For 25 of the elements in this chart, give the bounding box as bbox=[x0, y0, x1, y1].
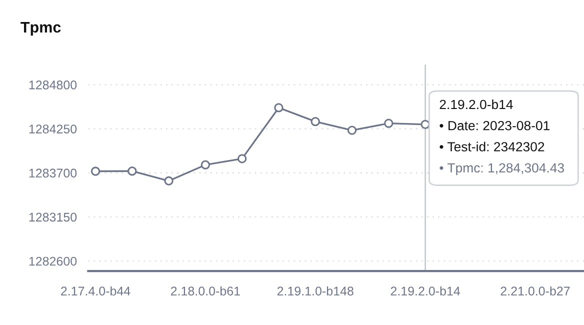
y-tick-label: 1283150 bbox=[29, 212, 77, 222]
x-tick-label: 2.18.0.0-b61 bbox=[170, 286, 240, 296]
point bbox=[420, 120, 430, 130]
point bbox=[128, 166, 137, 176]
annotation: 2.19.2.0-b14 bbox=[440, 99, 513, 110]
x-tick-label: 2.19.2.0-b14 bbox=[390, 286, 460, 296]
point bbox=[274, 103, 284, 112]
point bbox=[200, 160, 210, 170]
y-tick-label: 1282600 bbox=[29, 256, 77, 266]
point bbox=[310, 116, 320, 126]
annotation: • Tpmc: 1,284,304.43 bbox=[440, 163, 564, 176]
point bbox=[164, 176, 174, 186]
chart-title: Tpmc bbox=[20, 22, 61, 36]
point bbox=[90, 166, 100, 176]
annotation: • Test-id: 2342302 bbox=[440, 142, 544, 152]
point bbox=[347, 126, 357, 135]
point bbox=[384, 118, 394, 128]
y-tick-label: 1284800 bbox=[29, 80, 77, 90]
y-tick-label: 1283700 bbox=[29, 168, 77, 178]
annotation: • Date: 2023-08-01 bbox=[440, 120, 550, 130]
x-tick-label: 2.19.1.0-b148 bbox=[277, 286, 354, 296]
x-tick-label: 2.17.4.0-b44 bbox=[61, 286, 130, 296]
y-tick-label: 1284250 bbox=[29, 124, 77, 134]
point bbox=[237, 154, 247, 164]
x-tick-label: 2.21.0.0-b27 bbox=[500, 286, 570, 296]
